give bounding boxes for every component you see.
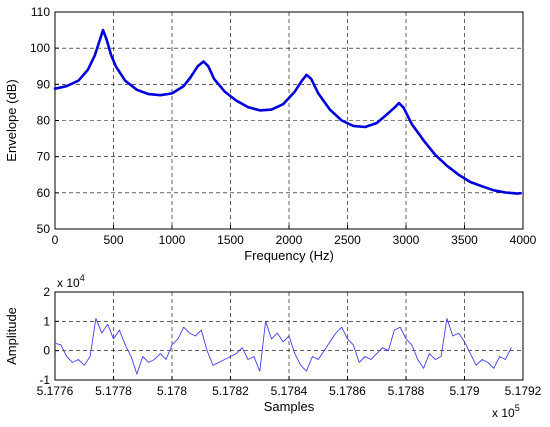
y-multiplier-base: x 10 (57, 276, 80, 290)
x-tick-label: 5.1776 (37, 384, 74, 398)
x-tick-label: 5.1784 (271, 384, 308, 398)
y-tick-label: -1 (39, 373, 50, 387)
y-tick-label: 70 (37, 150, 51, 164)
y-tick-label: 90 (37, 77, 51, 91)
x-tick-label: 0 (52, 233, 59, 247)
amplitude-y-axis-label: Amplitude (4, 307, 19, 365)
y-tick-label: 100 (30, 41, 50, 55)
envelope-series (53, 28, 523, 195)
y-multiplier-exponent: 4 (80, 273, 85, 283)
x-tick-label: 4000 (510, 233, 537, 247)
x-tick-label: 5.1792 (505, 384, 542, 398)
x-tick-label: 3000 (393, 233, 420, 247)
envelope-chart: 0 500 1000 1500 2000 2500 3000 3500 4000 50 60 70 80… (4, 5, 537, 263)
y-tick-label: 2 (43, 285, 50, 299)
x-tick-label: 2000 (276, 233, 303, 247)
y-tick-label: 60 (37, 186, 51, 200)
envelope-ticks: 0 500 1000 1500 2000 2500 3000 3500 4000 50 60 70 80… (30, 5, 537, 247)
x-multiplier-exponent: 5 (515, 403, 520, 413)
envelope-grid (55, 12, 523, 229)
y-tick-label: 1 (43, 314, 50, 328)
y-tick-label: 50 (37, 222, 51, 236)
amplitude-series (54, 317, 512, 375)
amplitude-grid (55, 292, 523, 380)
series-line-0 (54, 317, 512, 375)
x-tick-label: 3500 (451, 233, 478, 247)
x-tick-label: 500 (103, 233, 123, 247)
amplitude-ticks: 5.1776 5.1778 5.178 5.1782 5.1784 5.1786 5.178… (37, 285, 542, 398)
amplitude-chart: 5.1776 5.1778 5.178 5.1782 5.1784 5.1786 5.178… (4, 273, 542, 420)
x-tick-label: 2500 (334, 233, 361, 247)
x-tick-label: 1000 (159, 233, 186, 247)
amplitude-x-multiplier: x 105 (492, 403, 520, 420)
x-tick-label: 5.1788 (388, 384, 425, 398)
amplitude-x-axis-label: Samples (264, 399, 315, 414)
x-tick-label: 5.1778 (95, 384, 132, 398)
envelope-y-axis-label: Envelope (dB) (4, 79, 19, 161)
y-tick-label: 0 (43, 344, 50, 358)
x-tick-label: 5.178 (157, 384, 187, 398)
x-tick-label: 5.1786 (329, 384, 366, 398)
x-tick-label: 5.179 (449, 384, 479, 398)
x-tick-label: 5.1782 (212, 384, 249, 398)
series-line-0 (53, 28, 523, 195)
y-tick-label: 80 (37, 114, 51, 128)
y-tick-label: 110 (31, 5, 50, 19)
amplitude-y-multiplier: x 104 (57, 273, 85, 290)
x-tick-label: 1500 (217, 233, 244, 247)
envelope-x-axis-label: Frequency (Hz) (244, 248, 334, 263)
x-multiplier-base: x 10 (492, 406, 515, 420)
